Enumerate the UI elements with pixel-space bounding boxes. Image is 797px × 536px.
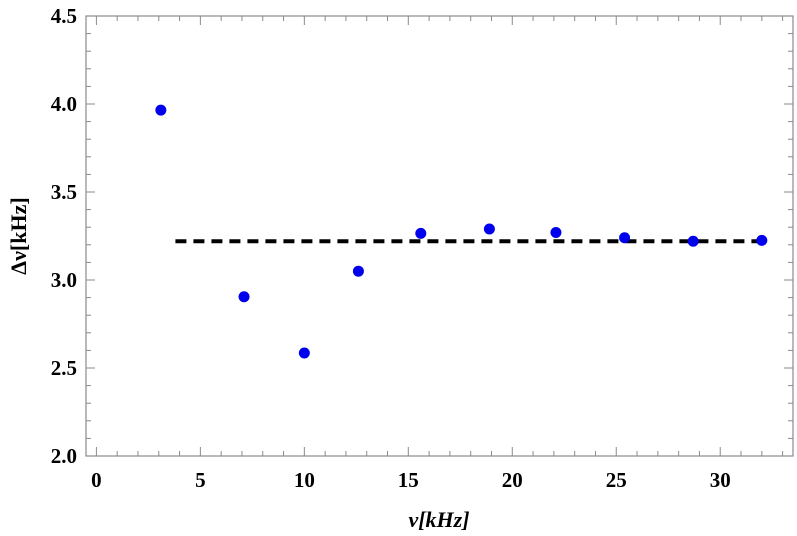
data-point xyxy=(238,291,250,303)
y-tick-label: 3.5 xyxy=(51,180,77,204)
data-point xyxy=(352,265,364,277)
y-tick-label: 2.0 xyxy=(51,444,77,468)
x-tick-label: 15 xyxy=(398,468,419,492)
data-point xyxy=(550,226,562,238)
y-tick-label: 2.5 xyxy=(51,356,77,380)
data-point xyxy=(415,227,427,239)
data-point xyxy=(155,104,167,116)
x-tick-label: 25 xyxy=(606,468,627,492)
axis-ticks xyxy=(86,15,793,457)
y-tick-label: 3.0 xyxy=(51,268,77,292)
data-point xyxy=(298,347,310,359)
y-tick-label: 4.0 xyxy=(51,92,77,116)
data-point xyxy=(619,232,631,244)
x-tick-label: 10 xyxy=(294,468,315,492)
data-point xyxy=(756,234,768,246)
x-tick-label: 0 xyxy=(91,468,102,492)
data-point xyxy=(483,223,495,235)
x-tick-label: 5 xyxy=(195,468,206,492)
x-axis-label: ν[kHz] xyxy=(408,507,469,532)
data-points xyxy=(155,104,768,359)
y-axis-label: Δν[kHz] xyxy=(6,197,31,274)
data-point xyxy=(687,235,699,247)
y-tick-labels: 2.0 2.5 3.0 3.5 4.0 4.5 xyxy=(51,4,77,468)
x-tick-label: 30 xyxy=(710,468,731,492)
plot-frame xyxy=(85,15,794,457)
x-tick-labels: 0 5 10 15 20 25 30 xyxy=(91,468,731,492)
x-tick-label: 20 xyxy=(502,468,523,492)
y-tick-label: 4.5 xyxy=(51,4,77,28)
